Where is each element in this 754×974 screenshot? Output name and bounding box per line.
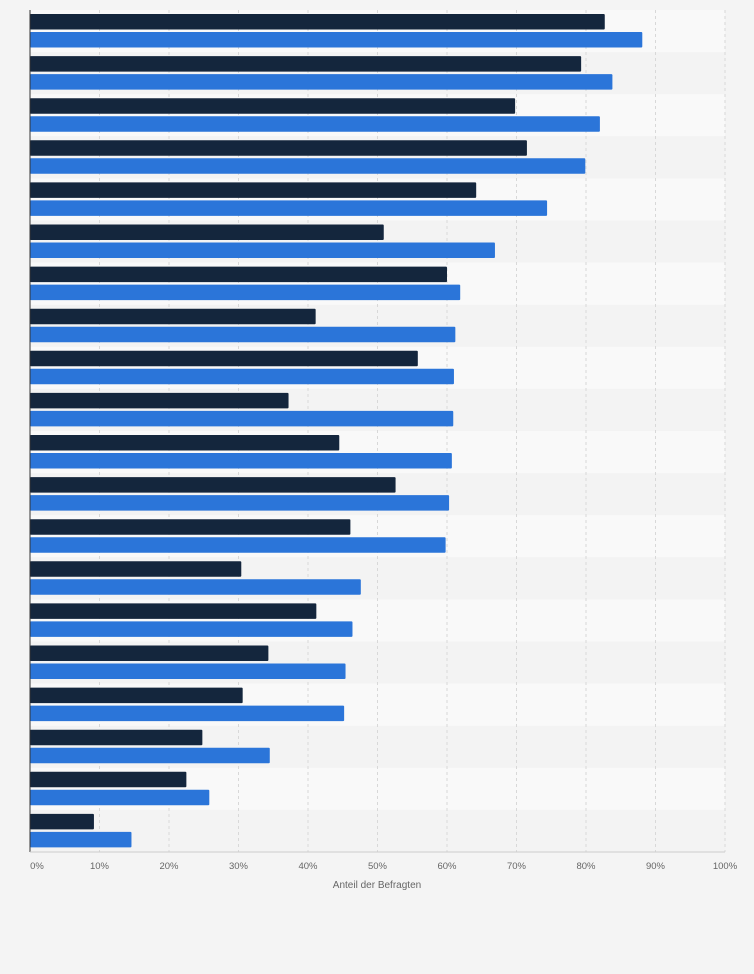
bar-series-1 (30, 477, 396, 493)
bar-series-2 (30, 368, 454, 385)
bar-series-2 (30, 116, 600, 132)
bar-series-1 (30, 350, 418, 367)
bar-series-2 (30, 453, 452, 469)
bar-series-1 (30, 266, 447, 283)
bar-series-1 (30, 771, 187, 788)
bar-series-1 (30, 435, 340, 451)
bar-series-2 (30, 284, 461, 301)
bar-series-2 (30, 326, 456, 343)
bar-series-2 (30, 621, 353, 637)
x-tick-label: 20% (159, 861, 179, 872)
bar-series-2 (30, 705, 345, 722)
bar-series-1 (30, 645, 269, 661)
bar-series-1 (30, 56, 582, 72)
bar-series-1 (30, 519, 351, 535)
bar-series-2 (30, 200, 548, 216)
bar-series-1 (30, 687, 243, 704)
bar-series-2 (30, 242, 495, 258)
bar-series-2 (30, 537, 446, 553)
x-tick-label: 60% (437, 861, 457, 872)
bar-series-1 (30, 182, 477, 198)
bar-series-1 (30, 224, 384, 240)
bar-series-2 (30, 789, 210, 806)
tick-labels: 0% 10% 20% 30% 40% 50% 60% 70% 80% 90% 100% (30, 861, 738, 872)
x-tick-label: 100% (713, 861, 738, 872)
bar-series-1 (30, 98, 516, 114)
bar-series-1 (30, 603, 317, 619)
x-tick-label: 10% (90, 861, 110, 872)
bar-series-2 (30, 74, 613, 90)
bar-series-2 (30, 579, 361, 595)
x-tick-label: 40% (298, 861, 318, 872)
bar-series-2 (30, 158, 586, 174)
x-tick-label: 50% (368, 861, 388, 872)
x-axis-label: Anteil der Befragten (333, 880, 421, 891)
axes (29, 10, 725, 853)
bar-series-1 (30, 308, 316, 325)
bar-series-2 (30, 495, 450, 511)
bar-series-1 (30, 813, 94, 830)
x-tick-label: 80% (576, 861, 596, 872)
bar-series-2 (30, 32, 643, 48)
bars (30, 14, 643, 848)
bar-series-2 (30, 410, 454, 427)
x-tick-label: 30% (229, 861, 249, 872)
bar-series-1 (30, 561, 242, 577)
x-tick-label: 0% (30, 861, 44, 872)
bar-series-2 (30, 663, 346, 679)
bar-series-2 (30, 831, 132, 848)
bar-series-2 (30, 747, 270, 764)
bar-series-1 (30, 140, 527, 156)
x-tick-label: 70% (507, 861, 527, 872)
x-tick-label: 90% (646, 861, 666, 872)
bar-series-1 (30, 392, 289, 409)
bar-series-1 (30, 14, 605, 30)
bar-series-1 (30, 729, 203, 746)
